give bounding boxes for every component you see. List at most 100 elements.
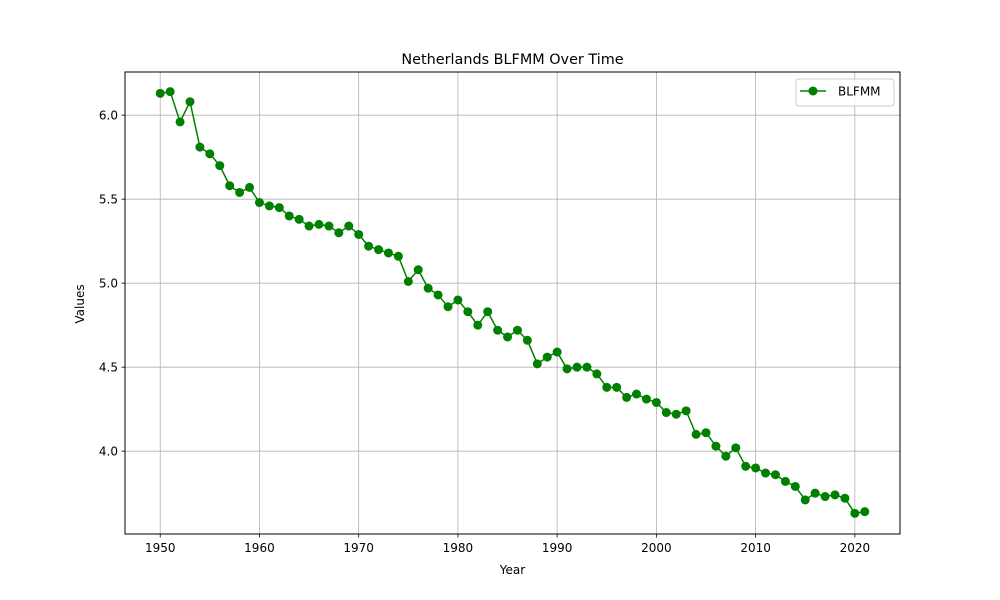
data-point: [800, 495, 810, 505]
data-point: [651, 397, 661, 407]
legend-label: BLFMM: [838, 85, 881, 99]
legend: BLFMM: [795, 78, 895, 107]
data-point: [820, 492, 830, 502]
data-point: [632, 389, 642, 399]
y-axis-ticks: 4.0 4.5 5.0 5.5 6.0: [99, 108, 125, 458]
x-tick-label: 1950: [145, 541, 176, 555]
data-point: [393, 251, 403, 261]
x-tick-label: 1960: [244, 541, 275, 555]
x-tick-label: 1970: [343, 541, 374, 555]
data-point: [552, 347, 562, 357]
x-tick-label: 2000: [641, 541, 672, 555]
x-tick-label: 1980: [443, 541, 474, 555]
y-tick-label: 4.0: [99, 444, 118, 458]
data-point: [374, 245, 384, 255]
data-point: [493, 325, 503, 335]
data-point: [423, 283, 433, 293]
data-point: [731, 443, 741, 453]
data-point: [602, 382, 612, 392]
y-tick-label: 5.0: [99, 276, 118, 290]
data-point: [264, 201, 274, 211]
x-tick-label: 2020: [840, 541, 871, 555]
data-point: [453, 295, 463, 305]
data-point: [721, 451, 731, 461]
grid: [125, 72, 900, 534]
data-point: [830, 490, 840, 500]
x-tick-label: 2010: [740, 541, 771, 555]
y-axis-label: Values: [73, 284, 87, 323]
data-point: [850, 508, 860, 518]
data-point: [761, 468, 771, 478]
data-point: [592, 369, 602, 379]
data-point: [433, 290, 443, 300]
y-tick-label: 5.5: [99, 192, 118, 206]
data-point: [443, 302, 453, 312]
data-point: [542, 352, 552, 362]
data-point: [413, 265, 423, 275]
data-point: [701, 428, 711, 438]
data-point: [641, 394, 651, 404]
data-point: [274, 203, 284, 213]
data-point: [562, 364, 572, 374]
y-tick-label: 4.5: [99, 360, 118, 374]
plot-frame: [124, 71, 901, 535]
data-point: [860, 507, 870, 517]
data-point: [741, 461, 751, 471]
data-point: [522, 335, 532, 345]
data-point: [661, 408, 671, 418]
data-point: [483, 307, 493, 317]
data-point: [681, 406, 691, 416]
data-point: [215, 161, 225, 171]
data-point: [622, 392, 632, 402]
data-point: [532, 359, 542, 369]
series-line: [160, 90, 865, 515]
data-point: [254, 198, 264, 208]
data-point: [165, 87, 175, 97]
data-point: [463, 307, 473, 317]
data-point: [284, 211, 294, 221]
data-point: [840, 493, 850, 503]
data-point: [304, 221, 314, 231]
legend-box: [795, 78, 895, 107]
data-point: [582, 362, 592, 372]
data-point: [155, 88, 165, 98]
data-point: [790, 481, 800, 491]
data-point: [691, 429, 701, 439]
legend-marker: [808, 86, 818, 96]
data-point: [185, 97, 195, 107]
data-point: [175, 117, 185, 127]
y-tick-label: 6.0: [99, 108, 118, 122]
data-point: [205, 149, 215, 159]
data-point: [810, 488, 820, 498]
x-tick-label: 1990: [542, 541, 573, 555]
data-point: [334, 228, 344, 238]
data-point: [780, 476, 790, 486]
chart-title: Netherlands BLFMM Over Time: [401, 52, 623, 68]
data-point: [671, 409, 681, 419]
x-axis-ticks: 1950 1960 1970 1980 1990 2000 2010 2020: [145, 534, 870, 555]
data-point: [503, 332, 513, 342]
data-point: [235, 187, 245, 197]
data-point: [225, 181, 235, 191]
data-point: [383, 248, 393, 258]
data-point: [314, 219, 324, 229]
data-point: [751, 463, 761, 473]
series-layer: [155, 87, 870, 518]
data-point: [354, 229, 364, 239]
data-point: [344, 221, 354, 231]
data-point: [512, 325, 522, 335]
data-point: [364, 241, 374, 251]
data-point: [473, 320, 483, 330]
data-point: [245, 182, 255, 192]
data-point: [195, 142, 205, 152]
data-point: [612, 382, 622, 392]
data-point: [572, 362, 582, 372]
x-axis-label: Year: [499, 563, 525, 577]
data-point: [711, 441, 721, 451]
data-point: [294, 214, 304, 224]
data-point: [770, 470, 780, 480]
data-point: [324, 221, 334, 231]
data-point: [403, 277, 413, 286]
